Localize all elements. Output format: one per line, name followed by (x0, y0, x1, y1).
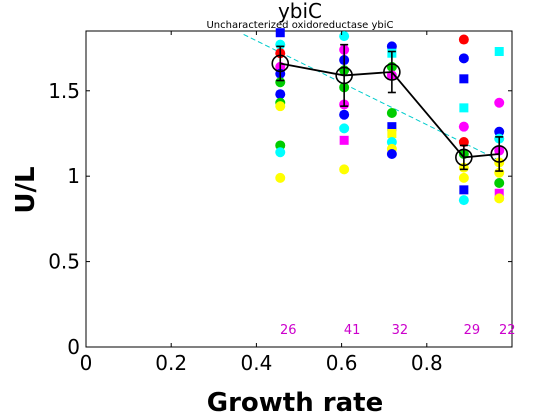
data-point (458, 172, 469, 183)
data-point (458, 137, 469, 148)
data-point-square (339, 135, 349, 145)
mean-marker (383, 63, 401, 81)
data-point (386, 137, 397, 148)
data-point (494, 178, 505, 189)
mean-marker (490, 145, 509, 163)
chart-title: ybiC (278, 0, 322, 23)
data-point (339, 109, 350, 120)
data-point (339, 164, 350, 175)
data-point (275, 147, 286, 158)
data-point-square (275, 28, 285, 38)
x-tick-label: 0.6 (326, 351, 358, 375)
data-point-square (459, 74, 469, 84)
plot-area: 26 41 32 29 22 0 0.2 0.4 0.6 0.8 0 0.5 1 1.5 (48, 28, 515, 375)
data-point (275, 89, 286, 100)
sample-count-label: 26 (280, 323, 297, 338)
x-tick-label: 0.2 (155, 351, 187, 375)
sample-count-label: 29 (464, 323, 481, 338)
x-tick-label: 0.8 (411, 351, 443, 375)
ticks-layer: 0 0.2 0.4 0.6 0.8 0 0.5 1 1.5 (48, 31, 512, 375)
y-tick-label: 1.5 (48, 79, 80, 103)
chart-subtitle: Uncharacterized oxidoreductase ybiC (206, 20, 393, 31)
data-point (386, 107, 397, 118)
mean-marker (455, 148, 473, 167)
x-axis-label: Growth rate (207, 388, 383, 418)
y-tick-label: 1 (67, 164, 80, 188)
x-tick-label: 0.4 (240, 351, 272, 375)
sample-count-label: 32 (392, 323, 409, 338)
data-point-square (387, 128, 397, 138)
data-point-square (387, 122, 397, 132)
data-point (339, 31, 350, 42)
mean-marker (335, 66, 353, 85)
sample-count-label: 41 (344, 323, 361, 338)
y-axis-label: U/L (11, 166, 41, 213)
data-point (275, 172, 286, 183)
y-tick-label: 0 (67, 335, 80, 359)
data-point (458, 121, 469, 132)
mean-line-layer (271, 43, 509, 172)
data-point (458, 195, 469, 206)
data-point-square (459, 185, 469, 195)
x-tick-label: 0 (80, 351, 93, 375)
data-point-square (459, 103, 469, 113)
data-point (458, 34, 469, 45)
counts-layer: 26 41 32 29 22 (280, 323, 516, 338)
data-point (275, 140, 286, 151)
data-point (339, 123, 350, 134)
data-point-square (494, 188, 504, 198)
data-point (275, 101, 286, 112)
axes-box (85, 30, 513, 348)
data-point (494, 193, 505, 204)
data-point (494, 97, 505, 108)
data-point (386, 148, 397, 159)
y-tick-label: 0.5 (48, 250, 80, 274)
sample-count-label: 22 (499, 323, 516, 338)
data-point-square (494, 46, 504, 56)
mean-marker (271, 54, 290, 73)
data-point (494, 126, 505, 137)
data-point (458, 53, 469, 64)
